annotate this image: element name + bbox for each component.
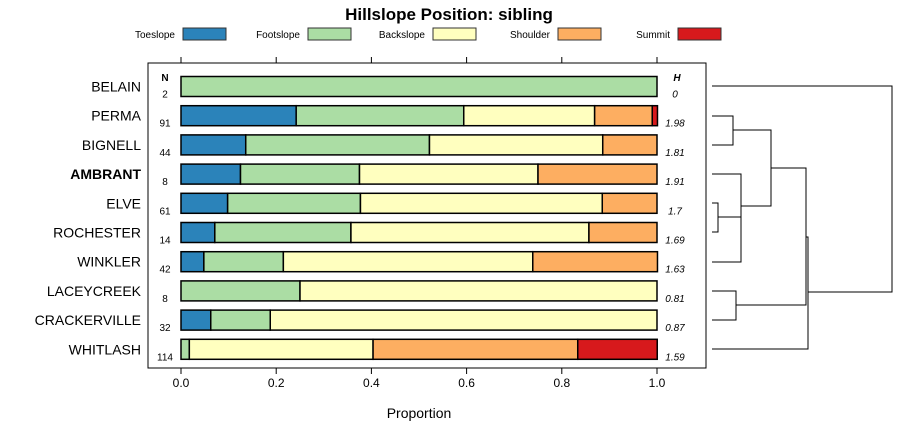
h-value: 1.63 (665, 265, 685, 276)
row-label: ROCHESTER (53, 225, 141, 241)
row-label: CRACKERVILLE (35, 312, 141, 328)
bar-segment-shoulder (601, 134, 658, 156)
bar-segment-toeslope (180, 104, 297, 127)
x-tick-label: 0.0 (173, 376, 190, 390)
bar-segment-summit (651, 104, 659, 127)
n-value: 91 (159, 119, 171, 130)
h-value: 1.7 (668, 206, 682, 217)
bar-segment-footslope (210, 309, 271, 331)
bar-segment-footslope (180, 280, 301, 302)
bar-segment-shoulder (588, 221, 658, 244)
bar-segment-footslope (226, 192, 362, 215)
n-value: 44 (159, 148, 171, 159)
row-label: PERMA (91, 108, 141, 124)
bar-segment-shoulder (601, 192, 658, 215)
bar-segment-toeslope (180, 192, 229, 215)
n-value: 14 (159, 236, 171, 247)
n-value: 2 (162, 90, 168, 101)
dendrogram-branch (712, 236, 809, 350)
legend-label: Backslope (379, 30, 426, 41)
row-label: ELVE (106, 195, 141, 211)
bar-segment-footslope (244, 134, 431, 156)
h-value: 0.81 (665, 294, 684, 305)
legend-swatch (677, 27, 722, 41)
chart-title: Hillslope Position: sibling (345, 5, 553, 24)
bar-segment-footslope (203, 250, 285, 273)
row-label: BELAIN (91, 79, 141, 95)
bar-segment-backslope (462, 104, 596, 127)
x-tick-label: 0.6 (458, 376, 475, 390)
row-label: WHITLASH (69, 341, 141, 357)
bar-segment-footslope (214, 221, 352, 244)
dendrogram (712, 85, 893, 350)
bar-segment-shoulder (537, 163, 658, 185)
legend-swatch (182, 27, 227, 41)
h-value: 0.87 (665, 323, 685, 334)
legend-label: Shoulder (510, 30, 551, 41)
x-tick-label: 1.0 (649, 376, 666, 390)
n-value: 114 (157, 352, 173, 363)
x-axis-label: Proportion (387, 405, 452, 421)
x-tick-label: 0.4 (363, 376, 380, 390)
dendrogram-branch (712, 167, 807, 321)
legend-label: Toeslope (135, 30, 175, 41)
n-value: 42 (159, 265, 171, 276)
row-label: WINKLER (77, 254, 141, 270)
legend-swatch (432, 27, 477, 41)
dendrogram-branch (712, 85, 893, 293)
bar-segment-backslope (428, 134, 604, 156)
bar-segment-shoulder (593, 104, 653, 127)
legend-label: Footslope (256, 30, 300, 41)
bar-segment-toeslope (180, 163, 242, 185)
plot-panel (147, 62, 707, 369)
n-header: N (161, 73, 168, 84)
bar-segment-toeslope (180, 250, 205, 273)
bar-segment-toeslope (180, 309, 212, 331)
bar-segment-backslope (188, 338, 374, 361)
bar-segment-backslope (358, 163, 539, 185)
h-value: 0 (672, 90, 678, 101)
h-header: H (673, 73, 681, 84)
bar-segment-backslope (269, 309, 658, 331)
h-value: 1.81 (665, 148, 684, 159)
n-value: 8 (162, 294, 168, 305)
h-value: 1.98 (665, 119, 685, 130)
bar-segment-backslope (359, 192, 604, 215)
bar-segment-backslope (299, 280, 658, 302)
bar-segment-footslope (295, 104, 465, 127)
h-value: 1.59 (665, 352, 685, 363)
bar-segment-shoulder (532, 250, 659, 273)
bar-segment-toeslope (180, 221, 216, 244)
bar-segment-backslope (350, 221, 590, 244)
dendrogram-branch (712, 173, 742, 263)
h-value: 1.69 (665, 236, 685, 247)
legend: Toeslope Footslope Backslope Shoulder Summit (135, 27, 722, 41)
bar-segment-summit (576, 338, 658, 361)
bar-segment-shoulder (372, 338, 579, 361)
bar-segment-footslope (180, 75, 658, 98)
row-label: BIGNELL (82, 137, 141, 153)
x-tick-label: 0.8 (553, 376, 570, 390)
legend-swatch (557, 27, 602, 41)
n-value: 61 (159, 206, 171, 217)
h-value: 1.91 (665, 177, 684, 188)
bar-segment-toeslope (180, 134, 247, 156)
row-label: LACEYCREEK (47, 283, 142, 299)
row-label: AMBRANT (70, 166, 141, 182)
legend-swatch (307, 27, 352, 41)
bar-segment-footslope (239, 163, 361, 185)
n-value: 8 (162, 177, 168, 188)
legend-label: Summit (636, 30, 670, 41)
n-value: 32 (159, 323, 171, 334)
bar-segment-footslope (180, 338, 191, 361)
x-tick-label: 0.2 (268, 376, 285, 390)
bar-segment-backslope (282, 250, 534, 273)
